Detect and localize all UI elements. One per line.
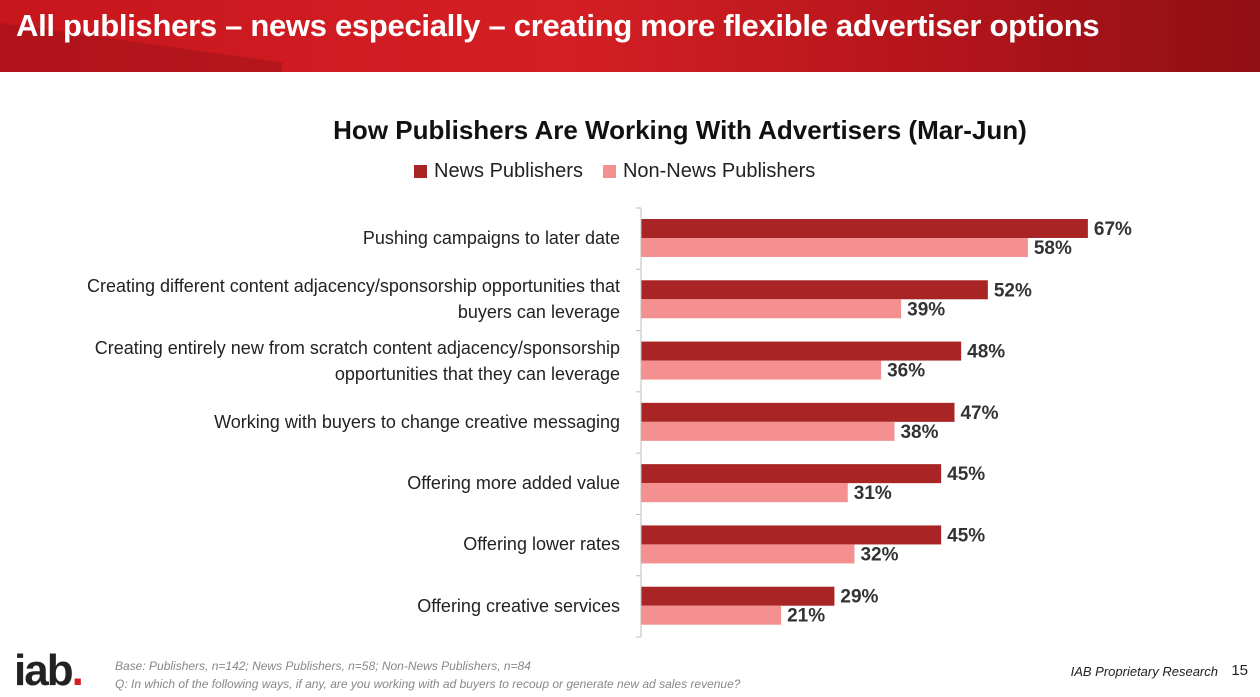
bar-non-news-6 [641, 544, 855, 564]
data-label-news-7: 29% [840, 587, 878, 608]
logo-dot: . [71, 646, 84, 695]
logo-text: iab [14, 646, 74, 695]
data-label-news-2: 52% [994, 280, 1032, 301]
legend-label-news: News Publishers [434, 159, 583, 182]
data-label-non-news-6: 32% [860, 544, 898, 565]
category-label-line: Offering more added value [407, 473, 620, 494]
question-note: Q: In which of the following ways, if an… [115, 677, 741, 691]
data-label-news-6: 45% [947, 525, 985, 546]
data-label-non-news-1: 58% [1034, 238, 1072, 259]
category-label-line: Working with buyers to change creative m… [214, 411, 620, 432]
iab-logo: iab. [14, 646, 84, 696]
page-number: 15 [1231, 662, 1248, 679]
chart-legend: News Publishers Non-News Publishers [414, 158, 835, 184]
category-label-line: Pushing campaigns to later date [362, 228, 620, 248]
bar-news-4 [641, 402, 955, 422]
category-label-line: Creating different content adjacency/spo… [86, 276, 620, 297]
category-label-line: opportunities that they can leverage [334, 363, 620, 384]
footnote: Base: Publishers, n=142; News Publishers… [115, 657, 740, 693]
category-label-1: Pushing campaigns to later date [20, 225, 620, 251]
category-label-5: Offering more added value [20, 470, 620, 496]
category-label-line: buyers can leverage [457, 302, 620, 323]
bar-non-news-5 [641, 483, 848, 503]
data-label-non-news-7: 21% [787, 606, 825, 627]
category-label-line: Offering creative services [417, 595, 620, 616]
bar-news-1 [641, 219, 1088, 238]
chart-title: How Publishers Are Working With Advertis… [333, 115, 1027, 145]
legend-item-news: News Publishers [414, 160, 583, 183]
data-label-non-news-4: 38% [900, 422, 938, 443]
bar-news-7 [641, 586, 835, 606]
legend-label-non-news: Non-News Publishers [622, 159, 816, 182]
base-note: Base: Publishers, n=142; News Publishers… [115, 659, 531, 673]
data-label-news-1: 67% [1094, 219, 1132, 240]
data-label-non-news-3: 36% [887, 361, 925, 382]
bar-news-2 [641, 280, 988, 300]
category-label-3: Creating entirely new from scratch conte… [20, 335, 620, 387]
category-label-4: Working with buyers to change creative m… [20, 409, 620, 435]
slide-title: All publishers – news especially – creat… [16, 8, 1100, 43]
category-label-line: Offering lower rates [463, 534, 620, 555]
data-label-news-5: 45% [947, 464, 985, 485]
category-label-line: Creating entirely new from scratch conte… [94, 337, 620, 358]
category-label-2: Creating different content adjacency/spo… [20, 273, 620, 325]
data-label-non-news-5: 31% [854, 483, 892, 504]
bar-non-news-2 [641, 299, 902, 319]
bar-non-news-4 [641, 421, 895, 441]
data-label-non-news-2: 39% [907, 299, 945, 320]
bar-news-5 [641, 464, 942, 484]
legend-swatch-non-news [602, 164, 616, 178]
bar-news-6 [641, 525, 942, 545]
title-banner: All publishers – news especially – creat… [0, 0, 1260, 72]
bar-news-3 [641, 341, 962, 361]
data-label-news-4: 47% [960, 403, 998, 424]
category-label-7: Offering creative services [20, 593, 620, 619]
proprietary-label: IAB Proprietary Research [1070, 664, 1218, 679]
category-label-6: Offering lower rates [20, 531, 620, 557]
legend-swatch-news [414, 164, 427, 178]
legend-item-non-news: Non-News Publishers [602, 159, 816, 183]
bar-non-news-7 [641, 605, 782, 625]
bar-non-news-3 [641, 360, 882, 380]
data-label-news-3: 48% [967, 342, 1005, 363]
bar-non-news-1 [641, 238, 1028, 257]
